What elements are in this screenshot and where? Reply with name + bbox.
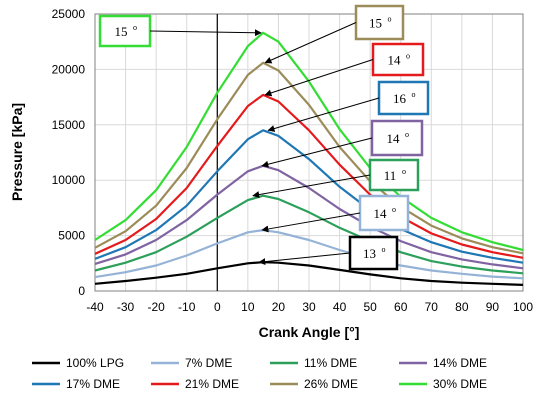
x-tick-label: 50 [363,300,377,314]
series-line [94,261,524,286]
annotations: 15 o 15 o 14 o 16 o 14 o 11 o 14 o 13 o [98,4,430,271]
legend-entry: 14% DME [433,356,487,370]
legend-entry: 21% DME [185,377,239,391]
annotation-degree: o [402,167,406,176]
x-tick-label: -20 [147,300,165,314]
axes: 0 5000 10000 15000 20000 25000 -40 -30 -20 -10 0 10… [52,7,534,314]
x-tick-label: 10 [241,300,255,314]
legend-entry: 100% LPG [66,356,124,370]
annotation-label: 14 [388,53,402,68]
annotation-label: 15 [369,16,382,31]
annotation-label: 14 [387,131,401,146]
annotation-label: 15 [115,24,128,39]
series-line [94,164,524,270]
series-line [94,194,524,275]
series-line [94,31,524,252]
annotation-arrow [261,212,361,233]
annotation-box [371,42,425,77]
x-tick-label: 80 [455,300,469,314]
series-line [94,93,524,259]
legend-entry: 30% DME [433,377,487,391]
annotation-arrow [267,97,380,132]
annotation-label: 16 [393,91,407,106]
y-tick-label: 25000 [52,7,86,21]
y-axis-title: Pressure [kPa] [9,103,25,201]
y-tick-label: 10000 [52,173,86,187]
legend-entry: 11% DME [304,356,357,370]
x-tick-label: 70 [425,300,439,314]
annotation-box [348,235,399,271]
annotation-degree: o [133,23,137,32]
y-tick-label: 20000 [52,62,86,76]
legend-entry: 26% DME [304,377,358,391]
y-tick-label: 15000 [52,118,86,132]
plot-frame [94,13,524,292]
annotation-label: 14 [374,206,388,221]
series-lines [94,31,524,286]
annotation-arrow [149,29,262,37]
series-line [94,129,524,264]
x-tick-label: 100 [513,300,533,314]
annotation-arrow [252,174,371,199]
annotation-box [358,194,410,232]
series-line [94,61,524,255]
annotation-label: 11 [384,168,397,183]
y-tick-label: 5000 [58,229,85,243]
x-tick-label: 30 [302,300,316,314]
annotation-box [368,158,420,192]
legend-entry: 17% DME [66,377,120,391]
annotation-arrow [264,59,374,97]
annotation-arrow [261,137,373,168]
x-tick-label: 90 [486,300,500,314]
x-tick-label: 20 [272,300,286,314]
annotation-box [377,80,430,116]
x-tick-label: 0 [214,300,221,314]
annotation-degree: o [412,90,416,99]
x-tick-label: 60 [394,300,408,314]
annotation-degree: o [388,15,392,24]
x-tick-label: -10 [178,300,196,314]
annotation-arrow [264,22,357,64]
annotation-label: 13 [363,246,376,261]
y-tick-label: 0 [78,284,85,298]
annotation-arrow [258,252,351,266]
annotation-degree: o [392,205,396,214]
x-axis-title: Crank Angle [°] [259,324,360,340]
legend-entry: 7% DME [185,356,232,370]
x-tick-label: 40 [333,300,347,314]
x-tick-label: -40 [86,300,104,314]
annotation-degree: o [406,52,410,61]
x-tick-label: -30 [117,300,135,314]
annotation-degree: o [405,130,409,139]
annotation-degree: o [382,245,386,254]
legend: 100% LPG 7% DME 11% DME 14% DME 17% DME 21% D… [32,356,487,391]
series-line [94,229,524,280]
